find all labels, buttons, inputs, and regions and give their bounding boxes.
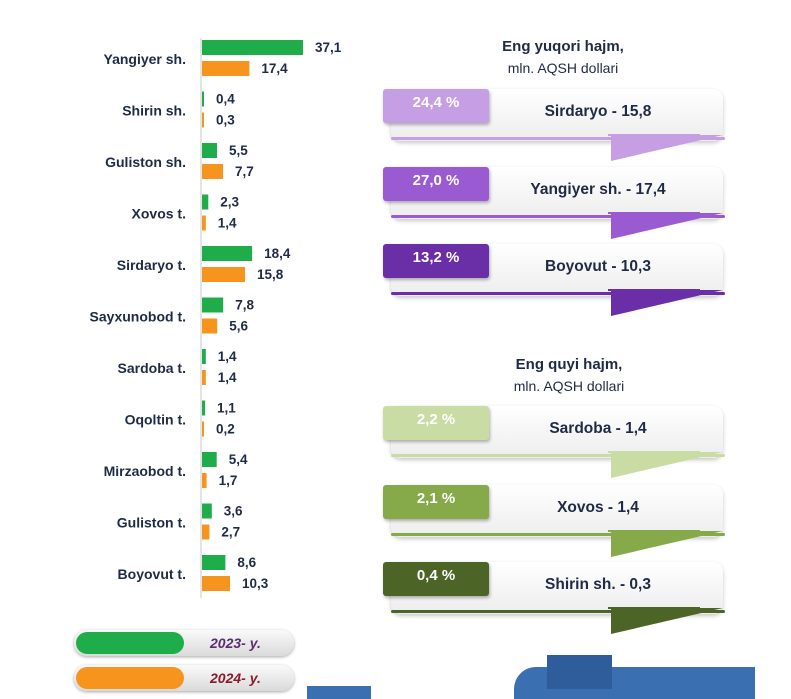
bar-value-label: 17,4 (261, 61, 288, 76)
bar-2024 (202, 524, 210, 540)
bar-2023 (202, 503, 212, 519)
legend-label-2023: 2023- y. (210, 635, 261, 651)
category-label: Mirzaobod t. (104, 463, 186, 479)
bar-value-label: 1,4 (218, 349, 237, 364)
bar-value-label: 2,7 (221, 525, 240, 540)
legend-swatch-2023 (76, 632, 184, 654)
bar-2023 (202, 143, 217, 158)
bar-value-label: 8,6 (237, 555, 256, 570)
category-label: Xovos t. (132, 206, 186, 222)
card-tail (611, 452, 723, 478)
bar-value-label: 1,7 (219, 473, 238, 488)
legend-swatch-2024 (76, 667, 184, 689)
card-percent-badge: 24,4 % (383, 89, 489, 123)
category-label: Sardoba t. (118, 360, 186, 376)
bar-value-label: 10,3 (242, 576, 269, 591)
category-label: Oqoltin t. (125, 412, 186, 428)
bar-2023 (202, 91, 204, 107)
bar-value-label: 0,2 (216, 422, 235, 437)
category-label: Guliston t. (117, 515, 186, 531)
decorative-block-left (307, 686, 371, 699)
bar-2023 (202, 452, 217, 467)
category-label: Shirin sh. (122, 103, 186, 119)
lowest-title: Eng quyi hajm, (515, 356, 623, 373)
card-base-line (391, 215, 725, 218)
legend-label-2024: 2024- y. (210, 670, 261, 686)
lowest-card-2: 2,1 % Xovos - 1,4 (383, 485, 728, 563)
highest-card-2: 27,0 % Yangiyer sh. - 17,4 (383, 167, 728, 245)
bar-value-label: 0,4 (216, 92, 235, 107)
card-label: Boyovut - 10,3 (545, 258, 651, 275)
bar-2024 (202, 61, 250, 76)
bar-2024 (202, 473, 207, 488)
card-percent-badge: 0,4 % (383, 562, 489, 596)
bar-2024 (202, 267, 245, 282)
bar-2023 (202, 40, 303, 55)
bar-2023 (202, 349, 206, 364)
card-percent-badge: 13,2 % (383, 244, 489, 278)
category-label: Sirdaryo t. (117, 257, 186, 273)
bar-2024 (202, 215, 206, 231)
bar-value-label: 5,6 (229, 319, 248, 334)
lowest-card-3: 0,4 % Shirin sh. - 0,3 (383, 562, 728, 640)
bar-value-label: 1,4 (218, 216, 237, 231)
category-label: Guliston sh. (105, 154, 186, 170)
card-percent-badge: 27,0 % (383, 167, 489, 201)
bar-value-label: 18,4 (264, 246, 291, 261)
highest-subtitle: mln. AQSH dollari (507, 60, 619, 76)
card-base-line (391, 454, 725, 457)
bar-2024 (202, 421, 204, 437)
bar-value-label: 2,3 (220, 195, 239, 210)
highest-card-3: 13,2 % Boyovut - 10,3 (383, 244, 728, 322)
bar-value-label: 7,8 (235, 298, 254, 313)
bar-value-label: 37,1 (315, 40, 342, 55)
category-label: Yangiyer sh. (104, 51, 186, 67)
card-base-line (391, 533, 725, 536)
bars-layer: Yangiyer sh. 37,1 17,4 Shirin sh. 0,4 0,3 Guli… (90, 40, 342, 591)
bar-2024 (202, 112, 204, 128)
card-label: Sardoba - 1,4 (549, 420, 647, 437)
legend-item-2023: 2023- y. (74, 630, 294, 656)
bar-2024 (202, 164, 223, 179)
decorative-block-top (547, 655, 612, 689)
card-label: Xovos - 1,4 (557, 499, 639, 516)
card-tail (611, 213, 723, 239)
bar-2024 (202, 576, 230, 591)
bar-2023 (202, 194, 209, 210)
bar-2024 (202, 370, 206, 385)
card-percent-badge: 2,1 % (383, 485, 489, 519)
highest-card-1: 24,4 % Sirdaryo - 15,8 (383, 89, 728, 167)
bar-value-label: 0,3 (216, 113, 235, 128)
bar-value-label: 1,1 (217, 401, 236, 416)
bar-value-label: 3,6 (224, 504, 243, 519)
bar-2023 (202, 400, 205, 416)
category-label: Boyovut t. (118, 566, 186, 582)
bar-chart: Yangiyer sh. 37,1 17,4 Shirin sh. 0,4 0,3 Guli… (90, 38, 342, 598)
highest-title: Eng yuqori hajm, (502, 38, 624, 55)
card-tail (611, 135, 723, 161)
bar-value-label: 5,5 (229, 143, 248, 158)
card-base-line (391, 292, 725, 295)
card-label: Yangiyer sh. - 17,4 (530, 181, 666, 198)
bar-value-label: 5,4 (229, 452, 248, 467)
card-label: Sirdaryo - 15,8 (544, 103, 652, 120)
bar-2023 (202, 246, 253, 261)
legend-item-2024: 2024- y. (74, 665, 294, 691)
bar-value-label: 1,4 (218, 370, 237, 385)
lowest-subtitle: mln. AQSH dollari (513, 378, 625, 394)
card-label: Shirin sh. - 0,3 (545, 576, 651, 593)
card-base-line (391, 137, 725, 140)
bar-2024 (202, 318, 218, 334)
bar-value-label: 7,7 (235, 164, 254, 179)
bar-2023 (202, 297, 224, 313)
lowest-title-block: Eng quyi hajm, mln. AQSH dollari (444, 354, 694, 396)
card-percent-badge: 2,2 % (383, 406, 489, 440)
card-tail (611, 290, 723, 316)
bar-value-label: 15,8 (257, 267, 284, 282)
category-label: Sayxunobod t. (90, 309, 186, 325)
card-base-line (391, 610, 725, 613)
bar-2023 (202, 555, 226, 570)
lowest-card-1: 2,2 % Sardoba - 1,4 (383, 406, 728, 484)
highest-title-block: Eng yuqori hajm, mln. AQSH dollari (438, 36, 688, 78)
